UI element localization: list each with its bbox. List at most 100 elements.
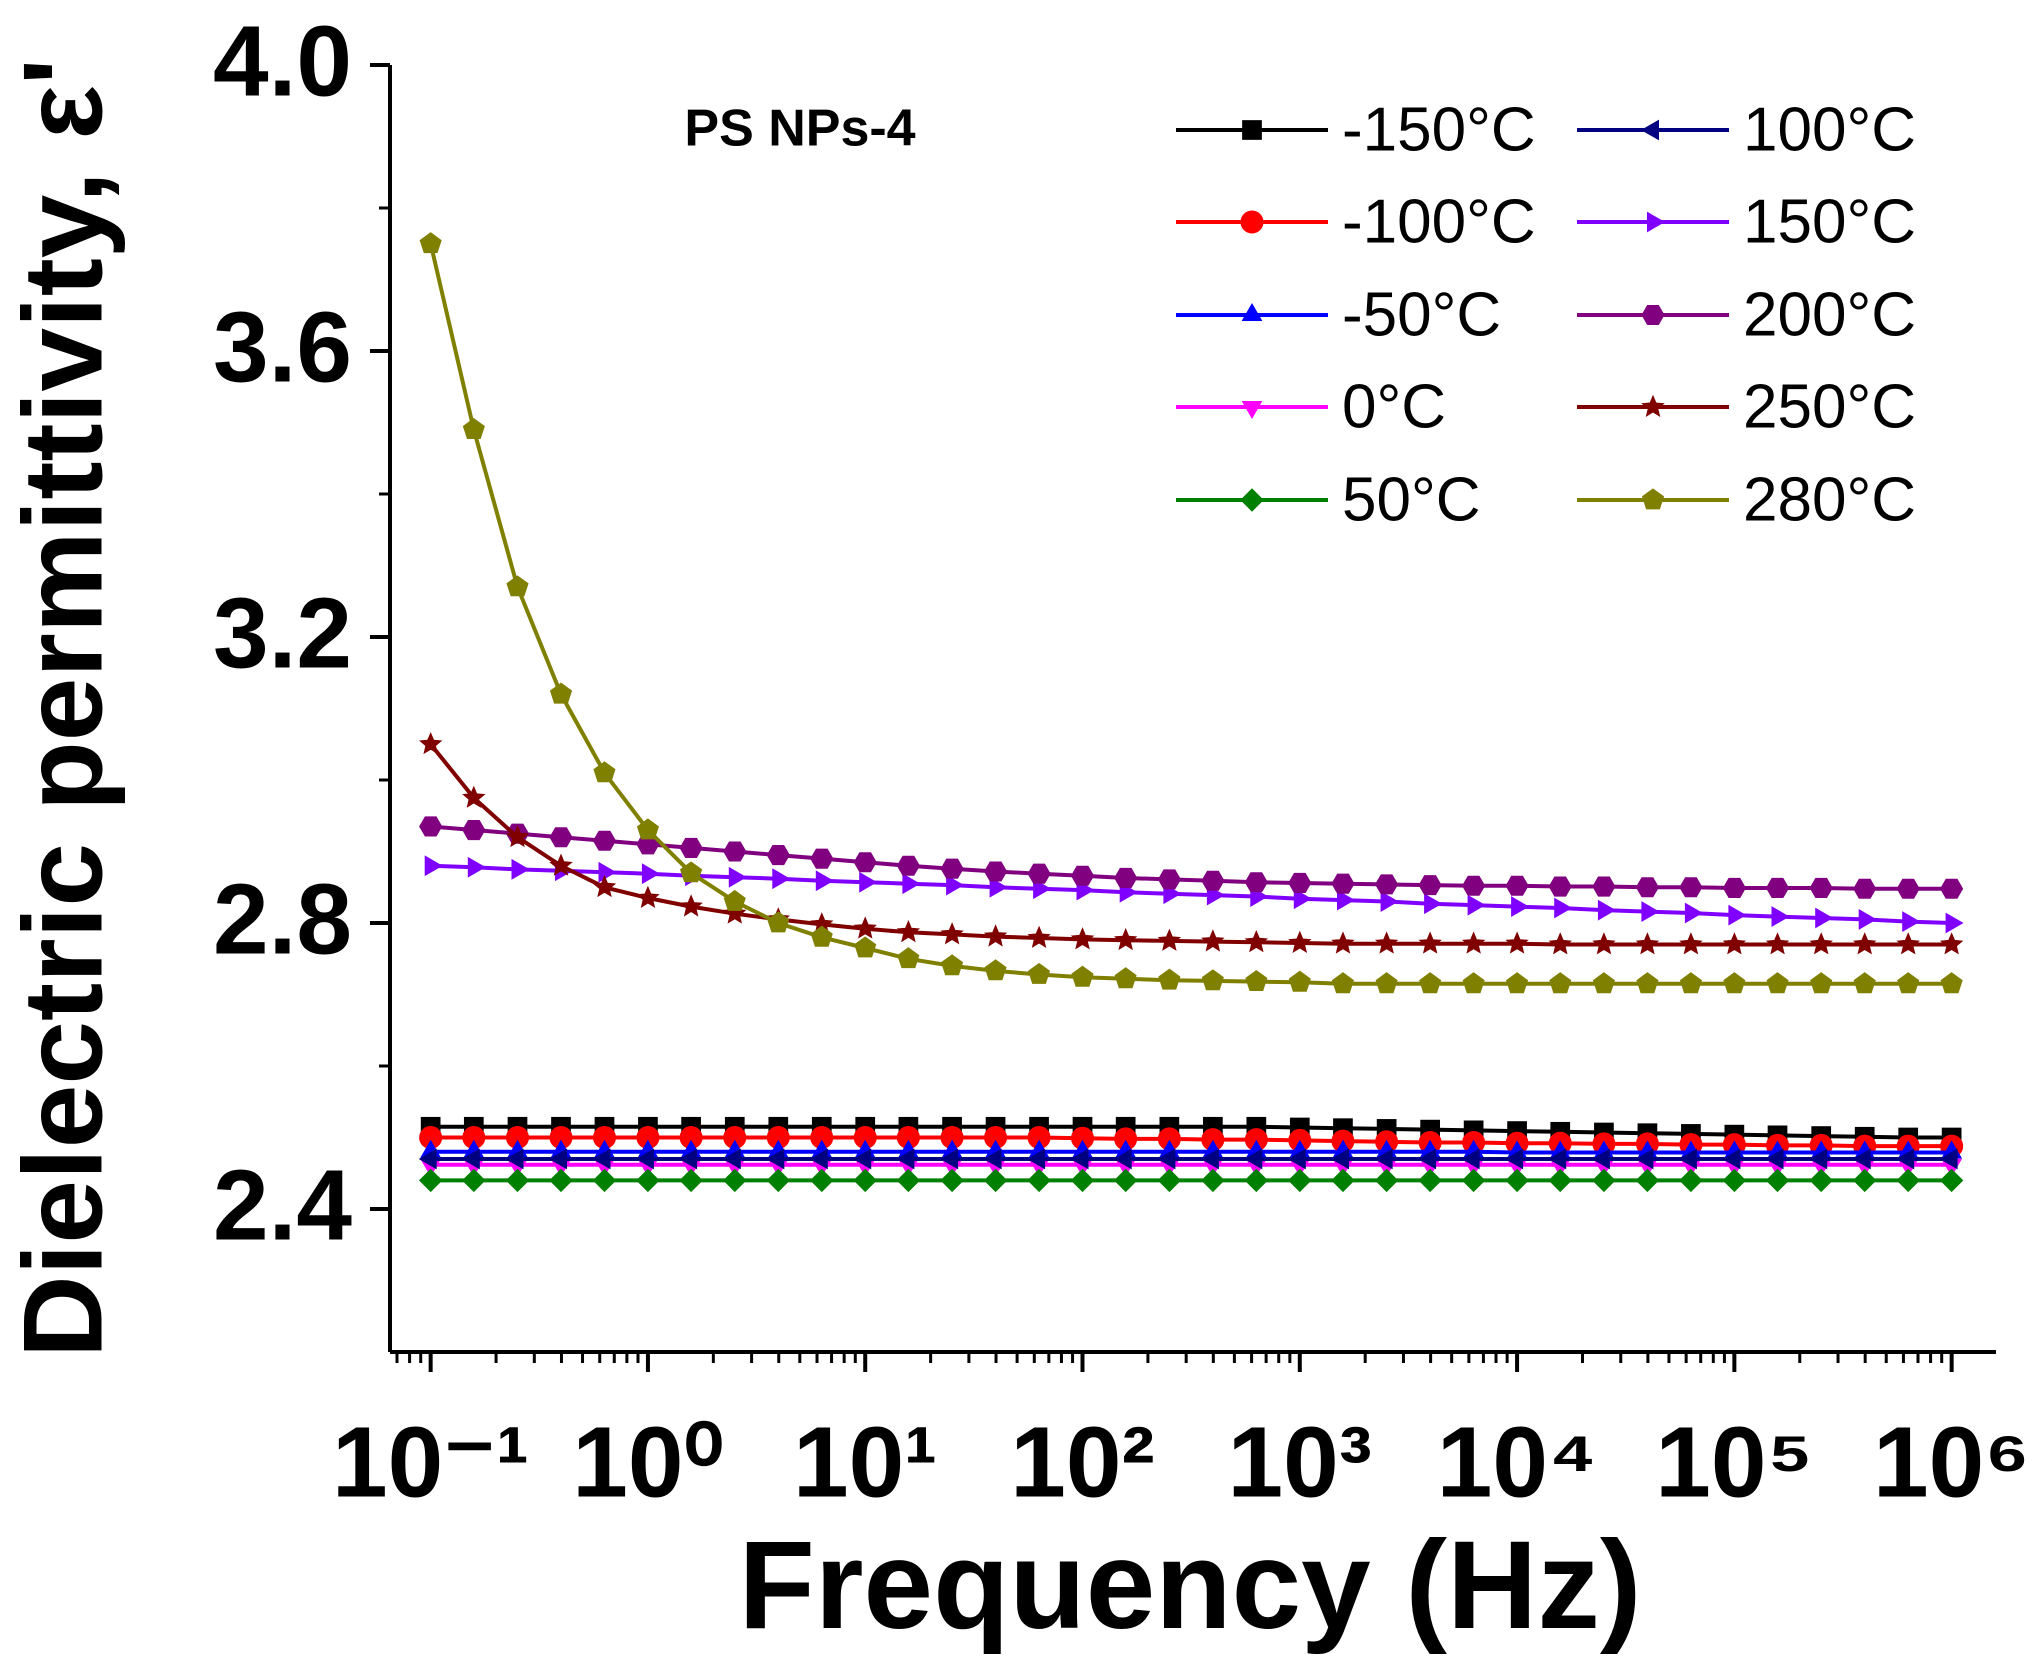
marker [1424, 893, 1443, 915]
marker [809, 1148, 828, 1170]
marker [1462, 972, 1485, 994]
marker [1939, 1148, 1958, 1170]
marker [810, 848, 834, 869]
marker [940, 1168, 964, 1193]
legend-marker [1240, 210, 1264, 234]
marker [1635, 1168, 1660, 1193]
marker [1331, 1168, 1355, 1193]
marker [723, 1168, 747, 1193]
marker [1244, 1148, 1263, 1170]
marker [467, 856, 486, 878]
marker [1766, 972, 1789, 994]
marker [1505, 1148, 1524, 1170]
legend-label: 100°C [1743, 95, 1916, 164]
marker [766, 1148, 785, 1170]
marker [1548, 1148, 1567, 1170]
legend-marker [1640, 119, 1659, 141]
marker [636, 818, 659, 840]
x-tick-label: 10⁻¹ [332, 1406, 529, 1518]
legend-marker [1242, 120, 1262, 140]
marker [1896, 932, 1920, 955]
marker [1287, 1148, 1306, 1170]
marker [1331, 972, 1354, 994]
marker [1592, 1168, 1616, 1193]
marker [1511, 896, 1530, 917]
marker [1288, 872, 1312, 893]
marker [418, 1168, 443, 1193]
marker [1591, 1148, 1610, 1170]
marker [1723, 972, 1746, 994]
x-axis-label: Frequency (Hz) [739, 1516, 1642, 1655]
marker [1201, 969, 1224, 991]
marker [1896, 1168, 1920, 1193]
marker [1244, 930, 1269, 953]
marker [1592, 972, 1615, 994]
marker [1114, 867, 1138, 888]
marker [462, 417, 485, 439]
marker [1201, 929, 1225, 952]
marker [549, 1168, 573, 1193]
marker [1548, 1168, 1572, 1193]
marker [853, 852, 877, 873]
marker [679, 1168, 703, 1193]
marker [1940, 972, 1963, 994]
marker [983, 1168, 1008, 1193]
marker [1070, 927, 1095, 950]
marker [723, 889, 746, 911]
x-tick-label: 10⁵ [1655, 1406, 1813, 1518]
marker [1678, 1148, 1697, 1170]
marker [1293, 888, 1312, 910]
marker [1548, 932, 1572, 955]
marker [810, 925, 833, 947]
marker [1945, 912, 1964, 934]
marker [1679, 972, 1702, 994]
marker [1374, 931, 1399, 954]
marker [1200, 1148, 1219, 1170]
marker [1374, 1148, 1393, 1170]
marker [723, 841, 747, 862]
marker [1418, 1168, 1442, 1193]
marker [1380, 891, 1399, 912]
marker [897, 947, 920, 969]
marker [1896, 1148, 1915, 1170]
marker [1554, 897, 1573, 919]
marker [983, 924, 1008, 947]
marker [1462, 875, 1486, 896]
marker [1939, 1168, 1964, 1193]
marker [1157, 928, 1182, 951]
legend-marker [1641, 305, 1665, 325]
marker [1158, 968, 1181, 990]
y-tick-label: 2.4 [213, 1149, 352, 1261]
marker [1896, 878, 1920, 899]
marker [1461, 931, 1486, 954]
marker [1852, 1168, 1877, 1193]
marker [418, 732, 443, 755]
marker [1549, 972, 1572, 994]
marker [1418, 1148, 1437, 1170]
marker [1902, 911, 1921, 932]
marker [1897, 972, 1920, 994]
legend-label: -150°C [1342, 95, 1536, 164]
marker [506, 575, 529, 597]
marker [1684, 902, 1703, 924]
legend-label: 200°C [1743, 280, 1916, 349]
marker [1852, 1148, 1871, 1170]
marker [679, 1148, 698, 1170]
marker [896, 1148, 915, 1170]
marker [810, 1168, 834, 1193]
x-tick-label: 10³ [1228, 1406, 1373, 1518]
marker [1765, 932, 1790, 955]
marker [1288, 930, 1312, 953]
marker [940, 922, 964, 945]
marker [1765, 1168, 1790, 1193]
marker [1679, 877, 1703, 898]
marker [1070, 1148, 1089, 1170]
legend-label: -50°C [1342, 280, 1501, 349]
marker [549, 853, 573, 876]
marker [1635, 1148, 1654, 1170]
legend-label: 0°C [1342, 372, 1446, 441]
marker [1505, 875, 1529, 896]
marker [424, 855, 443, 877]
marker [1809, 877, 1833, 898]
